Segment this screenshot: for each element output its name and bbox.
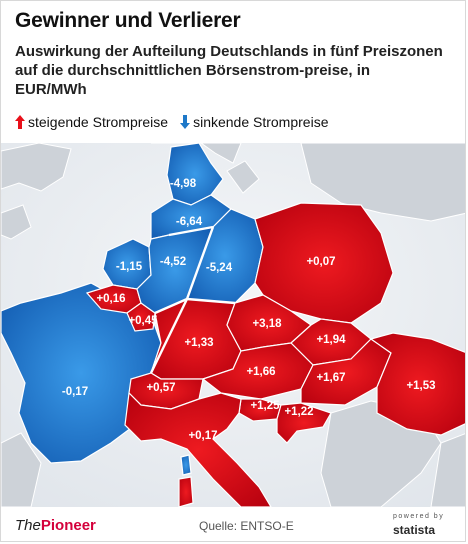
value-label-si: +1,25 — [250, 400, 280, 412]
value-label-it: +0,17 — [188, 430, 217, 442]
value-label-de-ne: -5,24 — [206, 262, 233, 274]
region-at — [201, 342, 314, 400]
powered-by: powered by — [393, 513, 445, 520]
value-labels: -4,98 -6,64 -1,15 -4,52 -5,24 +0,07 +0,16+0,45… — [62, 178, 436, 442]
brand-name: Pioneer — [40, 517, 96, 534]
value-label-lu: +0,45 — [128, 315, 158, 327]
value-label-nl: -1,15 — [116, 261, 143, 273]
value-label-fr: -0,17 — [62, 386, 88, 398]
value-label-de-nw: -4,52 — [160, 256, 186, 268]
region-ro — [369, 332, 465, 436]
legend: steigende Strompreise sinkende Stromprei… — [15, 114, 328, 130]
legend-down-label: sinkende Strompreise — [193, 114, 329, 130]
value-label-sk: +1,94 — [316, 334, 346, 346]
statista-logo: statista — [393, 523, 436, 537]
zone-borders — [149, 225, 236, 374]
region-it — [124, 391, 272, 507]
subtitle: Auswirkung der Aufteilung Deutschlands i… — [15, 43, 443, 98]
value-label-ch: +0,57 — [146, 382, 175, 394]
value-label-at: +1,66 — [246, 366, 275, 378]
region-fr-corsica — [180, 454, 192, 476]
value-label-pl: +0,07 — [306, 256, 335, 268]
region-it-sardinia — [178, 476, 194, 507]
legend-up-label: steigende Strompreise — [28, 114, 169, 130]
value-label-be: +0,16 — [96, 293, 125, 305]
value-label-hu: +1,67 — [316, 372, 345, 384]
value-label-de-north: -6,64 — [176, 216, 203, 228]
value-label-cz: +3,18 — [252, 318, 282, 330]
value-label-de-south: +1,33 — [184, 337, 213, 349]
region-hr — [276, 402, 332, 444]
region-lu — [126, 302, 156, 332]
arrow-up-icon — [15, 115, 25, 129]
page-title: Gewinner und Verlierer — [15, 9, 241, 32]
value-label-ro: +1,53 — [406, 380, 435, 392]
value-label-dk: -4,98 — [170, 178, 197, 190]
source-note: Quelle: ENTSO-E — [199, 519, 294, 533]
europe-map: -4,98 -6,64 -1,15 -4,52 -5,24 +0,07 +0,16+0,45… — [1, 143, 465, 507]
value-label-hr: +1,22 — [284, 406, 313, 418]
brand-logo: ThePioneer — [15, 517, 96, 534]
arrow-down-icon — [180, 115, 191, 129]
brand-prefix: The — [15, 517, 41, 534]
